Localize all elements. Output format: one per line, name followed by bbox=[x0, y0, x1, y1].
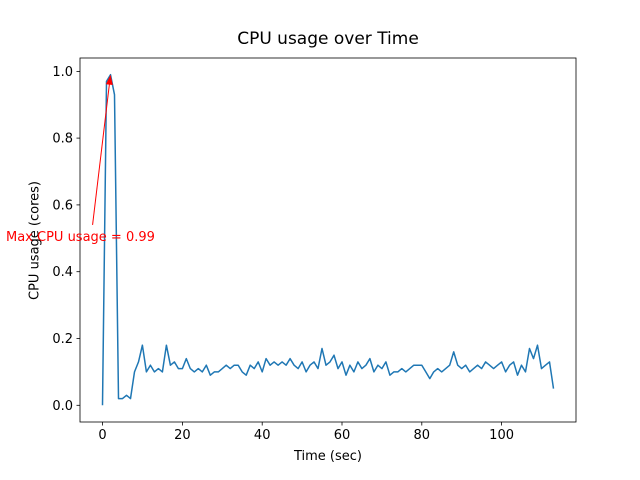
x-tick-label: 0 bbox=[98, 428, 106, 443]
x-tick-label: 80 bbox=[414, 428, 431, 443]
y-tick-label: 0.4 bbox=[52, 265, 73, 280]
annotation-arrow-head bbox=[105, 74, 113, 85]
x-tick-label: 40 bbox=[254, 428, 271, 443]
y-tick-label: 0.2 bbox=[52, 332, 73, 347]
x-axis-label: Time (sec) bbox=[293, 449, 362, 464]
x-tick-label: 100 bbox=[489, 428, 514, 443]
x-tick-label: 60 bbox=[334, 428, 351, 443]
max-cpu-annotation: Max CPU usage = 0.99 bbox=[6, 230, 155, 245]
y-tick-label: 0.0 bbox=[52, 399, 73, 414]
chart-title: CPU usage over Time bbox=[237, 29, 419, 49]
cpu-usage-line bbox=[101, 73, 555, 406]
x-tick-label: 20 bbox=[174, 428, 191, 443]
y-tick-label: 0.6 bbox=[52, 198, 73, 213]
axes-spines bbox=[79, 57, 577, 423]
y-tick-label: 0.8 bbox=[52, 132, 73, 147]
y-tick-label: 1.0 bbox=[52, 65, 73, 80]
annotation-arrow-line bbox=[92, 83, 110, 226]
